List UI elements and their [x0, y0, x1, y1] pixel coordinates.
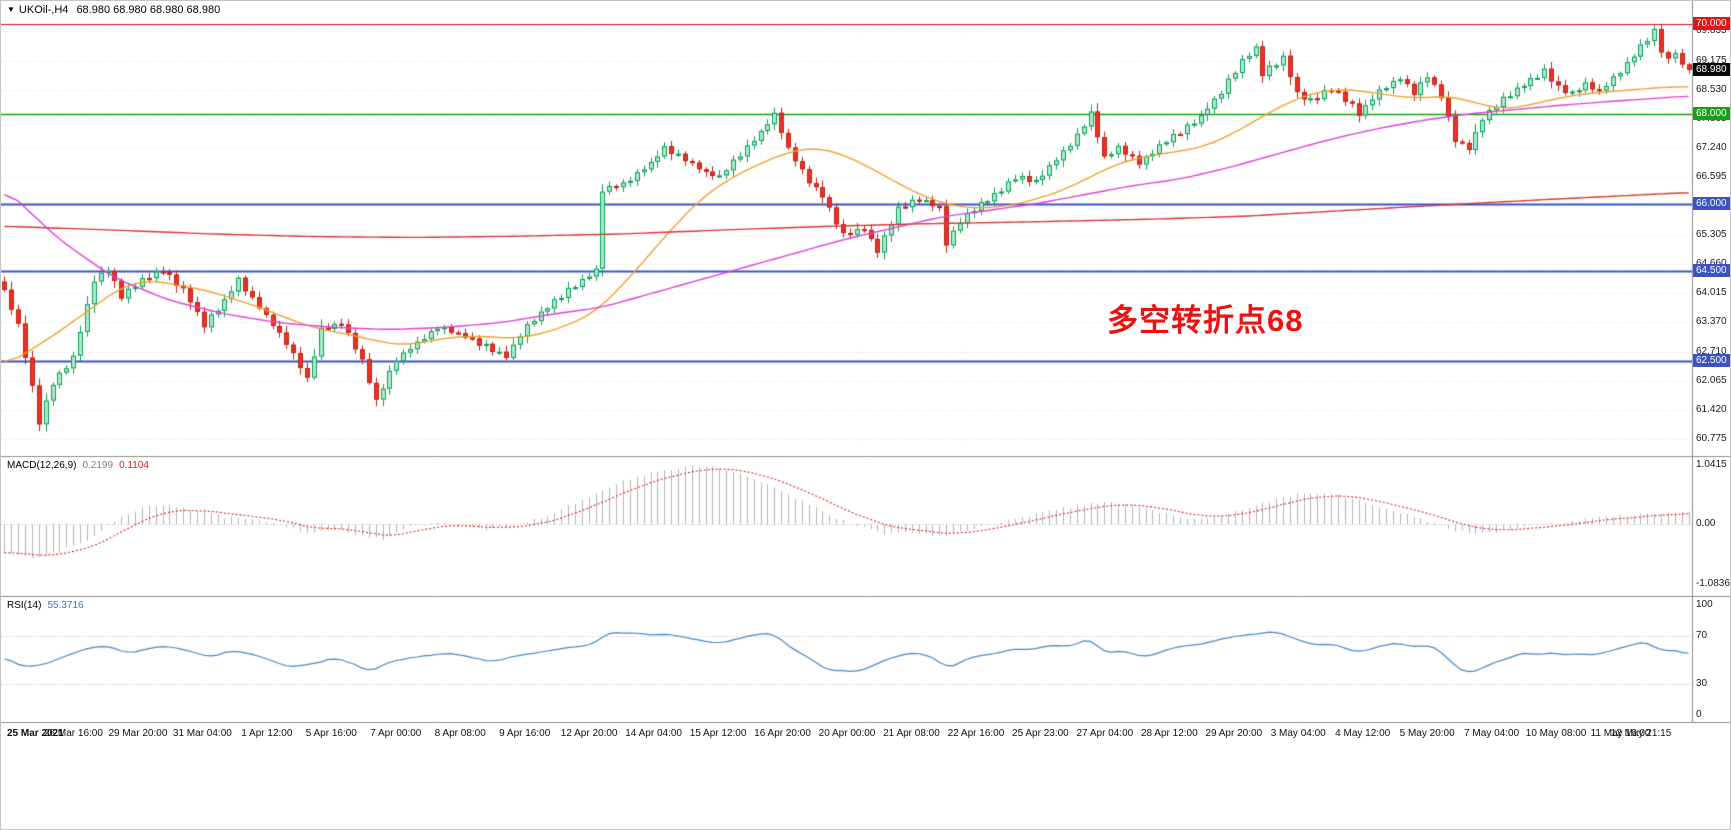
time-axis-label: 27 Apr 04:00: [1076, 728, 1134, 739]
time-axis-label: 29 Mar 20:00: [108, 728, 168, 739]
price-tick-label: 68.530: [1696, 84, 1727, 95]
price-tick-label: 63.370: [1696, 316, 1727, 327]
macd-axis-label: -1.0836: [1696, 578, 1730, 589]
time-axis-label: 8 Apr 08:00: [434, 728, 486, 739]
time-axis-label: 3 May 04:00: [1270, 728, 1326, 739]
price-tick-label: 69.835: [1696, 25, 1727, 36]
time-axis-label: 21 Apr 08:00: [883, 728, 940, 739]
rsi-axis-label: 100: [1696, 599, 1713, 610]
time-axis-label: 15 Apr 12:00: [689, 728, 747, 739]
price-level-tag: 62.500: [1693, 354, 1730, 367]
rsi-axis-label: 70: [1696, 630, 1708, 641]
price-tick-label: 67.240: [1696, 142, 1727, 153]
time-axis-label: 26 Mar 16:00: [43, 728, 103, 739]
time-axis-label: 11 May 16:00: [1590, 728, 1651, 739]
current-price-tag: 68.980: [1693, 63, 1730, 76]
macd-indicator-header: MACD(12,26,9) 0.2199 0.1104: [7, 460, 155, 471]
rsi-label: RSI(14): [7, 600, 42, 611]
time-axis-label: 28 Apr 12:00: [1140, 728, 1198, 739]
time-axis-label: 14 Apr 04:00: [625, 728, 682, 739]
price-scale-axis[interactable]: 69.83569.17568.53067.88567.24066.59565.3…: [1693, 1, 1730, 723]
time-axis[interactable]: 25 Mar 2021 26 Mar 16:00 29 Mar 20:00 31 Ma…: [1, 723, 1692, 743]
price-level-tag: 68.000: [1693, 107, 1730, 120]
macd-main-value: 0.2199: [82, 460, 114, 471]
macd-signal-value: 0.1104: [119, 460, 149, 471]
macd-axis-label: 0.00: [1696, 518, 1716, 529]
rsi-value: 55.3716: [47, 600, 84, 611]
time-axis-label: 31 Mar 04:00: [172, 728, 232, 739]
time-axis-label: 12 Apr 20:00: [560, 728, 618, 739]
price-tick-label: 65.305: [1696, 229, 1727, 240]
rsi-indicator-header: RSI(14) 55.3716: [7, 600, 90, 611]
time-axis-label: 7 May 04:00: [1464, 728, 1520, 739]
time-axis-label: 7 Apr 00:00: [370, 728, 422, 739]
time-axis-label: 20 Apr 00:00: [818, 728, 876, 739]
time-axis-label: 25 Mar 2021: [7, 728, 64, 739]
time-axis-label: 5 May 20:00: [1399, 728, 1455, 739]
chart-symbol-title: UKOil-,H4: [18, 4, 69, 16]
price-tick-label: 62.065: [1696, 375, 1727, 386]
time-axis-label: 4 May 12:00: [1335, 728, 1391, 739]
price-level-tag: 70.000: [1693, 17, 1730, 30]
price-tick-label: 60.775: [1696, 433, 1727, 444]
chart-plot-canvas[interactable]: [1, 1, 1730, 743]
rsi-axis-label: 0: [1696, 709, 1702, 720]
rsi-axis-label: 30: [1696, 678, 1708, 689]
price-tick-label: 64.660: [1696, 258, 1727, 269]
chart-annotation-text: 多空转折点68: [1107, 303, 1304, 338]
price-tick-label: 66.595: [1696, 171, 1727, 182]
price-tick-label: 61.420: [1696, 404, 1727, 415]
time-axis-label: 22 Apr 16:00: [947, 728, 1005, 739]
price-tick-label: 62.710: [1696, 346, 1727, 357]
price-level-tag: 66.000: [1693, 197, 1730, 210]
time-axis-label: 16 Apr 20:00: [754, 728, 811, 739]
time-axis-label: 5 Apr 16:00: [305, 728, 357, 739]
time-axis-label: 10 May 08:00: [1525, 728, 1587, 739]
chart-ohlc-values: 68.980 68.980 68.980 68.980: [76, 4, 221, 16]
chart-menu-icon[interactable]: ▼: [7, 5, 15, 14]
time-axis-label: 29 Apr 20:00: [1205, 728, 1263, 739]
time-axis-label: 1 Apr 12:00: [241, 728, 293, 739]
price-level-tag: 64.500: [1693, 264, 1730, 277]
time-axis-label: 9 Apr 16:00: [499, 728, 551, 739]
price-tick-label: 69.175: [1696, 55, 1727, 66]
chart-symbol-header: ▼ UKOil-,H4 68.980 68.980 68.980 68.980: [7, 4, 220, 16]
time-axis-label: 25 Apr 23:00: [1012, 728, 1069, 739]
macd-axis-label: 1.0415: [1696, 459, 1727, 470]
macd-label: MACD(12,26,9): [7, 460, 77, 471]
price-tick-label: 64.015: [1696, 287, 1727, 298]
time-axis-label: 12 May 21:15: [1610, 728, 1672, 739]
